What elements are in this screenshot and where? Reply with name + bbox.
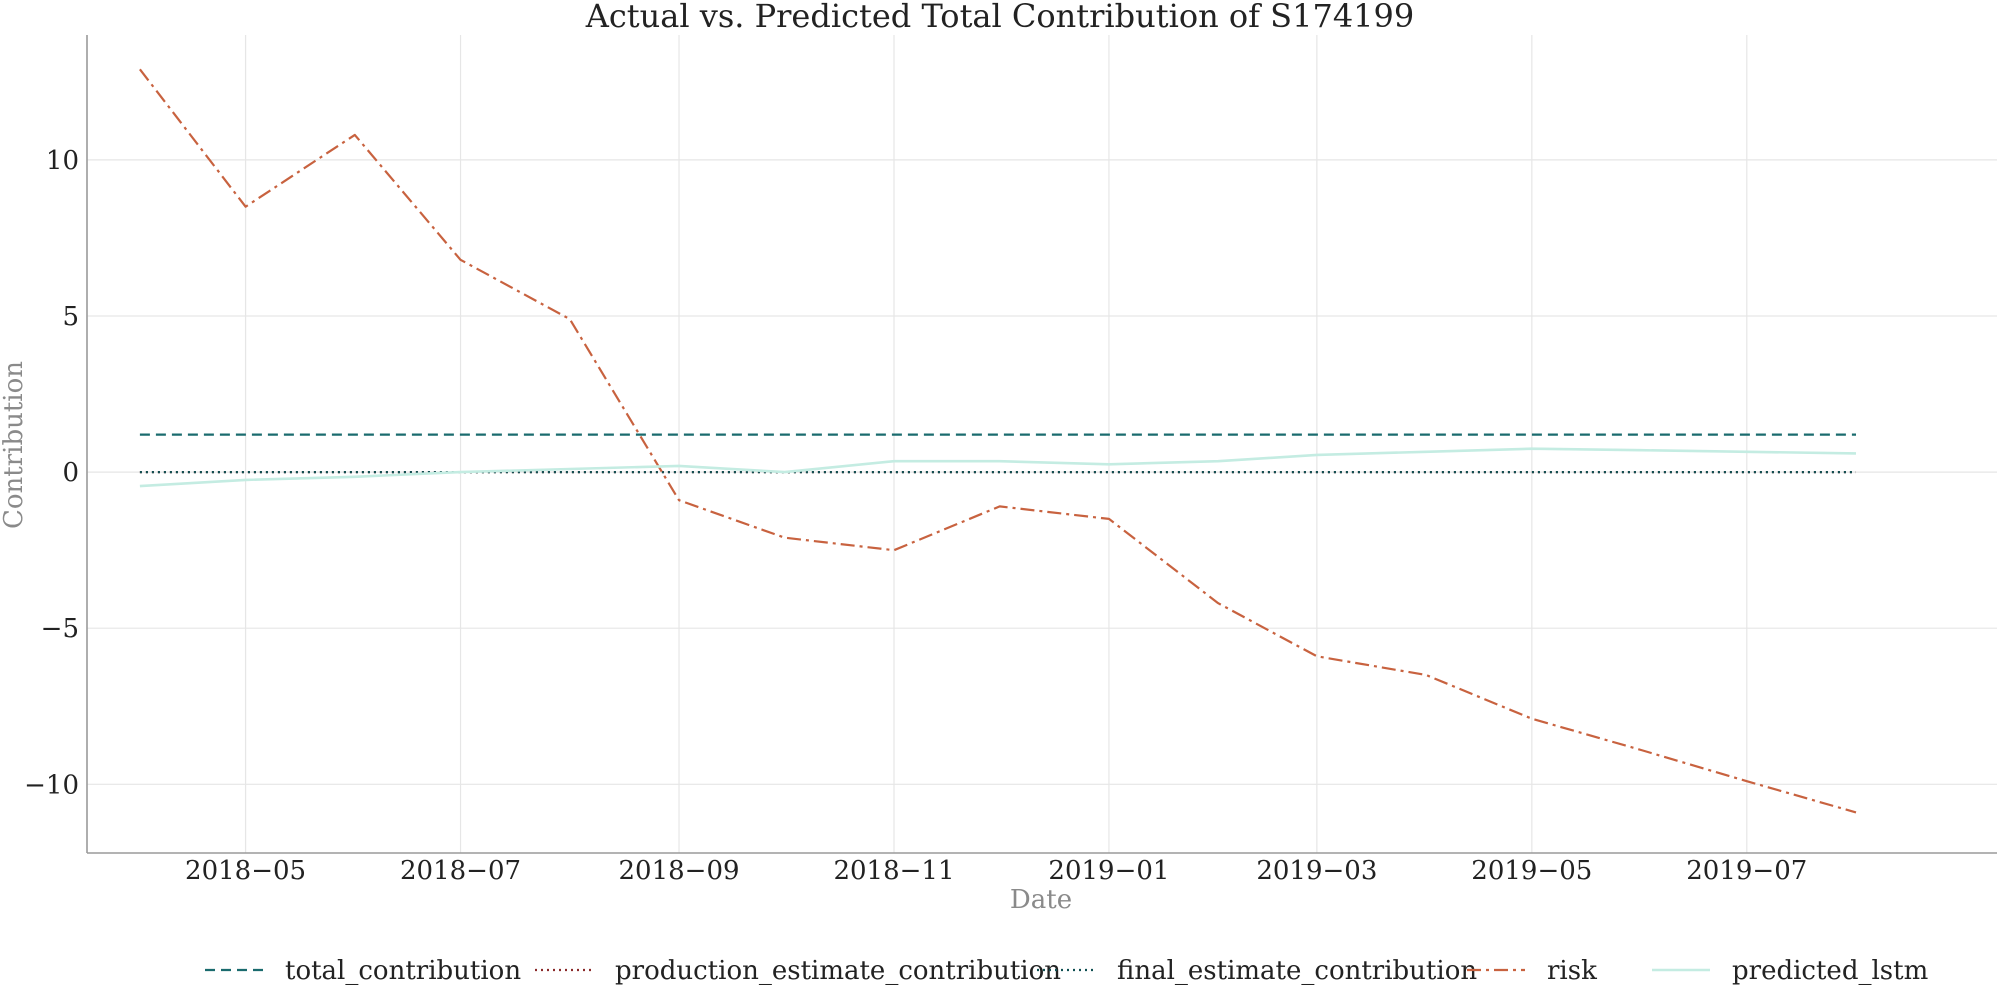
tick-labels: 2018−05 2018−07 2018−09 2018−11 2019−01 2019−…	[24, 146, 1807, 886]
legend-label: total_contribution	[285, 956, 521, 986]
x-tick-label: 2018−09	[619, 856, 740, 886]
legend-label: final_estimate_contribution	[1117, 956, 1477, 986]
legend: total_contribution production_estimate_co…	[205, 956, 1928, 986]
x-axis-label: Date	[1010, 885, 1072, 915]
y-tick-label: 10	[46, 146, 79, 176]
legend-item-total-contribution: total_contribution	[205, 956, 521, 986]
legend-item-final-estimate-contribution: final_estimate_contribution	[1037, 956, 1477, 986]
y-tick-label: −10	[24, 770, 79, 800]
x-tick-label: 2019−01	[1048, 856, 1169, 886]
series-lines	[139, 68, 1857, 814]
x-tick-label: 2018−11	[833, 856, 954, 886]
legend-label: predicted_lstm	[1732, 956, 1928, 986]
legend-item-production-estimate-contribution: production_estimate_contribution	[535, 956, 1061, 986]
legend-item-risk: risk	[1467, 956, 1597, 986]
x-tick-label: 2019−07	[1686, 856, 1807, 886]
x-tick-label: 2018−05	[185, 856, 306, 886]
series-line-predicted-lstm	[139, 447, 1857, 488]
legend-label: production_estimate_contribution	[615, 956, 1061, 986]
y-axis-label: Contribution	[0, 361, 29, 529]
axes	[86, 35, 1997, 854]
x-tick-label: 2019−05	[1471, 856, 1592, 886]
x-tick-label: 2019−03	[1256, 856, 1377, 886]
legend-label: risk	[1547, 956, 1597, 986]
series-line-risk	[139, 68, 1857, 814]
legend-item-predicted-lstm: predicted_lstm	[1652, 956, 1928, 986]
y-tick-label: 5	[62, 302, 79, 332]
x-tick-label: 2018−07	[400, 856, 521, 886]
chart-title: Actual vs. Predicted Total Contribution …	[585, 0, 1415, 35]
y-tick-label: −5	[41, 614, 79, 644]
y-tick-label: 0	[62, 458, 79, 488]
